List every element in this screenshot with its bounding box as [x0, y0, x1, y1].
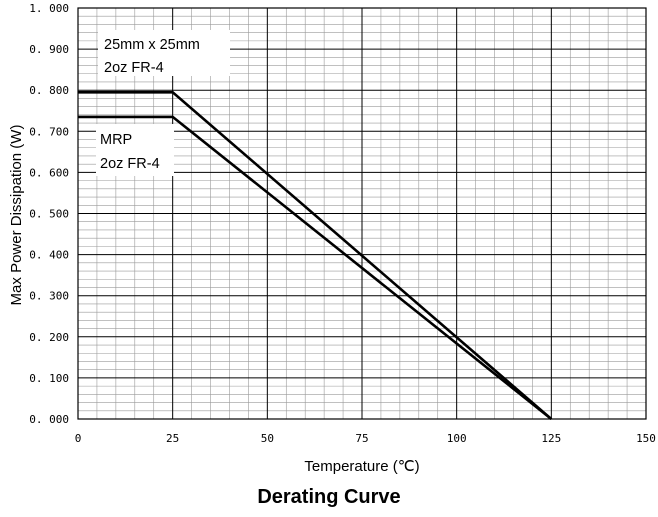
x-axis-title: Temperature (℃) [304, 458, 419, 475]
y-tick-label: 0. 800 [29, 84, 69, 97]
series-layer [78, 91, 553, 421]
annotation-box [98, 30, 230, 76]
y-tick-label: 0. 200 [29, 331, 69, 344]
series-annotation-2: MRP [100, 132, 132, 148]
y-tick-label: 0. 300 [29, 290, 69, 303]
x-tick-labels: 0 25 50 75 100 125 150 [75, 432, 656, 445]
y-tick-label: 0. 000 [29, 413, 69, 426]
y-axis-title: Max Power Dissipation (W) [8, 125, 25, 306]
x-tick-label: 25 [166, 432, 179, 445]
x-tick-label: 0 [75, 432, 82, 445]
y-tick-label: 0. 400 [29, 249, 69, 262]
x-tick-label: 100 [447, 432, 467, 445]
y-tick-labels: 0. 000 0. 100 0. 200 0. 300 0. 400 0. 500 0. 6… [29, 2, 69, 426]
annotation-box [96, 124, 174, 176]
x-tick-label: 50 [261, 432, 274, 445]
y-tick-label: 0. 100 [29, 372, 69, 385]
series-annotation-2: 2oz FR-4 [100, 156, 160, 172]
chart-title: Derating Curve [257, 486, 401, 508]
series-annotation-1: 25mm x 25mm [104, 37, 200, 53]
x-tick-label: 75 [355, 432, 368, 445]
x-tick-label: 150 [636, 432, 656, 445]
series-annotation-1: 2oz FR-4 [104, 60, 164, 76]
y-tick-label: 0. 500 [29, 208, 69, 221]
y-tick-label: 0. 600 [29, 166, 69, 179]
y-tick-label: 0. 900 [29, 43, 69, 56]
plot-frame [77, 7, 647, 420]
series-line-1 [78, 91, 553, 420]
y-tick-label: 1. 000 [29, 2, 69, 15]
y-tick-label: 0. 700 [29, 125, 69, 138]
x-tick-label: 125 [541, 432, 561, 445]
series-line-2 [78, 115, 553, 421]
annotations: 25mm x 25mm 2oz FR-4 MRP 2oz FR-4 [96, 30, 230, 176]
